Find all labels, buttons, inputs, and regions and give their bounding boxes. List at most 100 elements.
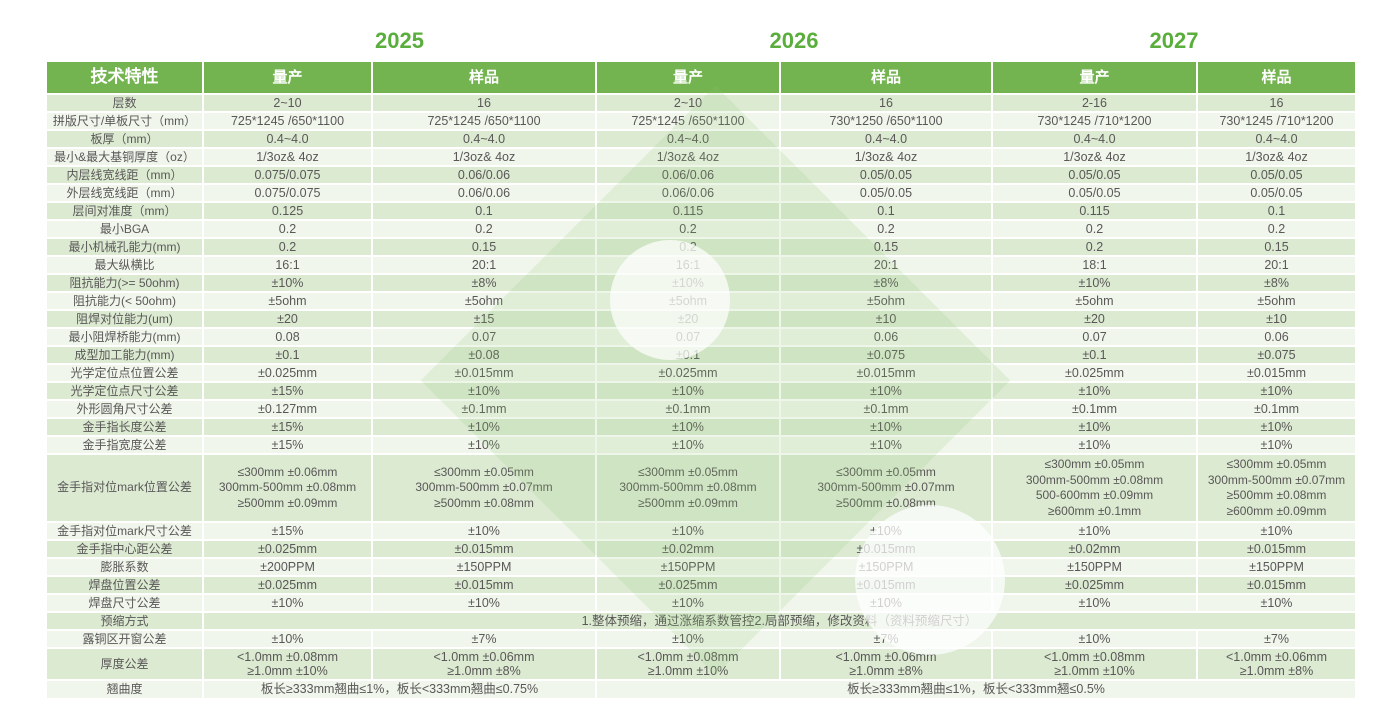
cell: 0.2 [597, 239, 779, 255]
cell: 1/3oz& 4oz [204, 149, 371, 165]
row-label: 外层线宽线距（mm） [47, 185, 202, 201]
cell: ±0.1mm [993, 401, 1196, 417]
cell: 1/3oz& 4oz [597, 149, 779, 165]
cell: 725*1245 /650*1100 [373, 113, 595, 129]
cell: ±0.015mm [1198, 577, 1355, 593]
row-label: 阻抗能力(< 50ohm) [47, 293, 202, 309]
cell: 0.06 [1198, 329, 1355, 345]
row-label: 膨胀系数 [47, 559, 202, 575]
cell: 0.15 [781, 239, 991, 255]
year-label-2026: 2026 [769, 28, 819, 53]
cell: ±10 [781, 311, 991, 327]
cell: 0.4~4.0 [993, 131, 1196, 147]
cell: ±0.015mm [1198, 365, 1355, 381]
cell: 0.06/0.06 [373, 167, 595, 183]
row-label: 最小机械孔能力(mm) [47, 239, 202, 255]
cell: ±5ohm [597, 293, 779, 309]
cell: 0.1 [373, 203, 595, 219]
row-label: 最小&最大基铜厚度（oz） [47, 149, 202, 165]
row-label: 翘曲度 [47, 681, 202, 698]
cell: ±10% [993, 437, 1196, 453]
cell: 0.2 [597, 221, 779, 237]
header-cell-2027-mass: 量产 [993, 62, 1196, 93]
cell: ±0.025mm [993, 365, 1196, 381]
cell: <1.0mm ±0.08mm ≥1.0mm ±10% [597, 649, 779, 679]
row-label: 光学定位点尺寸公差 [47, 383, 202, 399]
cell: <1.0mm ±0.08mm ≥1.0mm ±10% [204, 649, 371, 679]
cell: ±5ohm [373, 293, 595, 309]
cell: ±0.1 [597, 347, 779, 363]
cell: ±10% [204, 275, 371, 291]
row-label: 层数 [47, 95, 202, 111]
cell: ±7% [781, 631, 991, 647]
cell: 18:1 [993, 257, 1196, 273]
cell: ±5ohm [204, 293, 371, 309]
cell: 725*1245 /650*1100 [597, 113, 779, 129]
row-label: 厚度公差 [47, 649, 202, 679]
cell: ±10% [597, 383, 779, 399]
cell: ±150PPM [373, 559, 595, 575]
cell: 0.15 [373, 239, 595, 255]
cell: ±10% [1198, 437, 1355, 453]
cell: ±10% [781, 437, 991, 453]
cell: 16 [781, 95, 991, 111]
cell: 0.1 [781, 203, 991, 219]
row-label: 焊盘位置公差 [47, 577, 202, 593]
cell: ±8% [373, 275, 595, 291]
header-cell-2025-mass: 量产 [204, 62, 371, 93]
cell: 0.115 [993, 203, 1196, 219]
row-label: 板厚（mm） [47, 131, 202, 147]
cell: ±0.015mm [781, 541, 991, 557]
row-label: 外形圆角尺寸公差 [47, 401, 202, 417]
year-label-2027: 2027 [1149, 28, 1199, 53]
cell: ±10% [373, 595, 595, 611]
cell: ±7% [373, 631, 595, 647]
cell: <1.0mm ±0.06mm ≥1.0mm ±8% [1198, 649, 1355, 679]
cell: ±0.127mm [204, 401, 371, 417]
cell: ±0.015mm [373, 577, 595, 593]
cell: 0.4~4.0 [373, 131, 595, 147]
cell: <1.0mm ±0.06mm ≥1.0mm ±8% [781, 649, 991, 679]
header-cell-2027-sample: 样品 [1198, 62, 1355, 93]
cell: ±0.015mm [373, 365, 595, 381]
cell: ≤300mm ±0.06mm 300mm-500mm ±0.08mm ≥500m… [204, 455, 371, 521]
cell: 0.07 [373, 329, 595, 345]
cell: 0.4~4.0 [204, 131, 371, 147]
cell: ±0.015mm [373, 541, 595, 557]
cell: 16 [373, 95, 595, 111]
cell: ±0.075 [781, 347, 991, 363]
cell: 2~10 [204, 95, 371, 111]
cell: ±10% [781, 595, 991, 611]
cell: 0.07 [597, 329, 779, 345]
row-label: 金手指中心距公差 [47, 541, 202, 557]
header-cell-2025-sample: 样品 [373, 62, 595, 93]
cell-span-left: 板长≥333mm翘曲≤1%，板长<333mm翘曲≤0.75% [204, 681, 595, 698]
cell: 0.06/0.06 [373, 185, 595, 201]
cell: 0.2 [373, 221, 595, 237]
cell: 0.2 [993, 221, 1196, 237]
cell: ±7% [1198, 631, 1355, 647]
cell: ±0.02mm [597, 541, 779, 557]
row-label: 层间对准度（mm） [47, 203, 202, 219]
year-label-2025: 2025 [375, 28, 424, 53]
cell: 0.06/0.06 [597, 185, 779, 201]
row-label: 成型加工能力(mm) [47, 347, 202, 363]
cell-span-all: 1.整体预缩，通过涨缩系数管控2.局部预缩，修改资料（资料预缩尺寸） [204, 613, 1355, 629]
row-label: 阻焊对位能力(um) [47, 311, 202, 327]
cell: 0.2 [993, 239, 1196, 255]
cell: ±0.1 [204, 347, 371, 363]
cell: ±8% [781, 275, 991, 291]
cell: 0.4~4.0 [781, 131, 991, 147]
cell: 0.075/0.075 [204, 167, 371, 183]
row-label: 阻抗能力(>= 50ohm) [47, 275, 202, 291]
cell: ±0.1mm [1198, 401, 1355, 417]
cell: ±10% [781, 523, 991, 539]
row-label: 光学定位点位置公差 [47, 365, 202, 381]
cell: ±15% [204, 383, 371, 399]
cell: 0.05/0.05 [993, 167, 1196, 183]
cell: ±10% [993, 631, 1196, 647]
cell: ±10% [781, 419, 991, 435]
cell: 0.06/0.06 [597, 167, 779, 183]
cell: 0.125 [204, 203, 371, 219]
cell: ±10% [373, 419, 595, 435]
